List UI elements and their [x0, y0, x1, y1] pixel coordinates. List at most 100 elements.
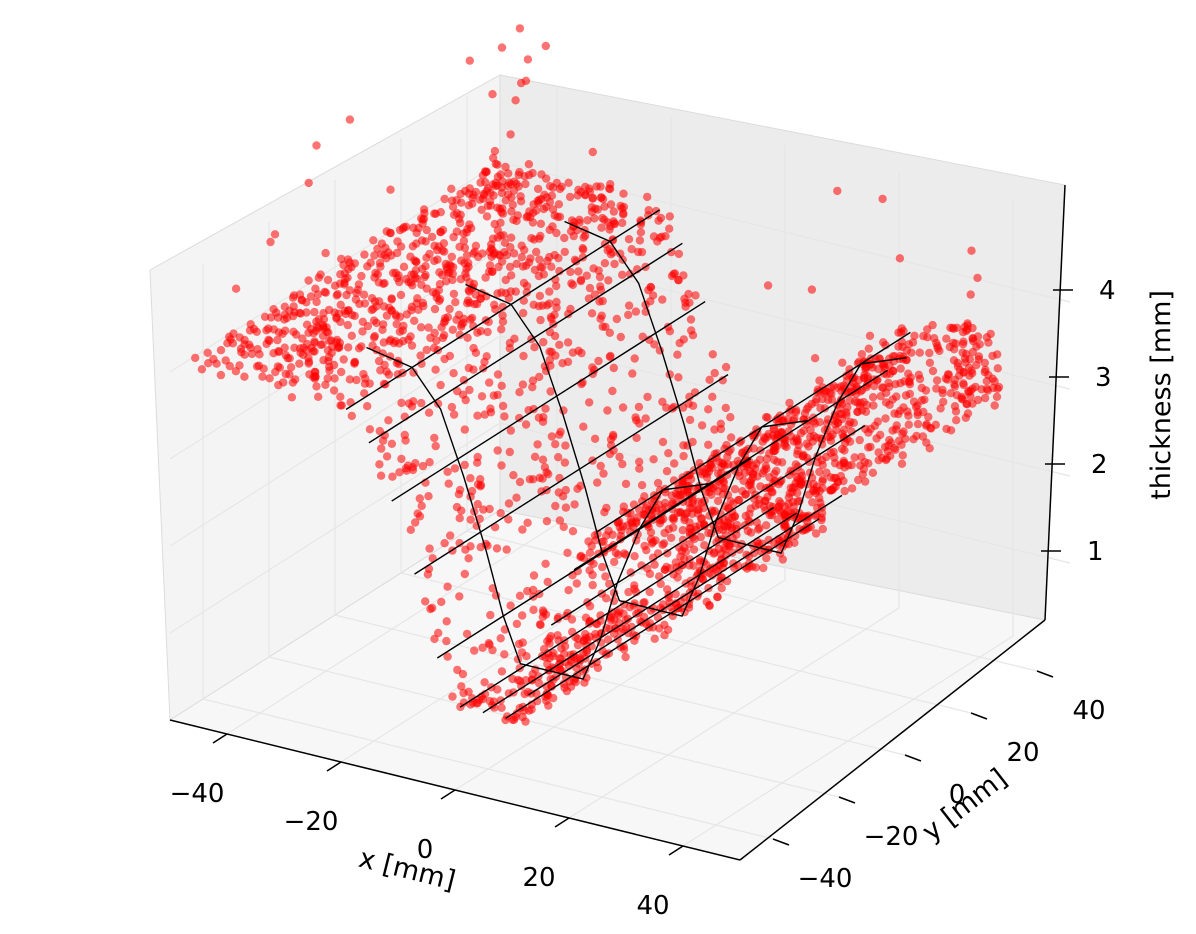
- scatter-point: [664, 449, 673, 458]
- scatter-point: [594, 266, 603, 275]
- scatter-point: [334, 343, 344, 352]
- scatter-point: [626, 568, 635, 577]
- wire-line-y: [436, 457, 752, 659]
- scatter-point: [704, 405, 713, 414]
- scatter-point: [959, 379, 968, 388]
- scatter-point: [773, 457, 782, 466]
- scatter-point: [327, 348, 336, 357]
- scatter-point: [869, 401, 878, 410]
- scatter-point: [988, 351, 997, 361]
- scatter-point: [446, 531, 455, 540]
- scatter-point: [769, 446, 779, 456]
- scatter-point: [594, 356, 603, 366]
- scatter-point: [443, 467, 452, 476]
- scatter-point: [546, 387, 555, 396]
- scatter-point: [469, 279, 479, 289]
- scatter-point: [421, 237, 430, 246]
- scatter-point: [818, 524, 827, 534]
- scatter-point: [430, 343, 439, 353]
- x-tick-label: 0: [417, 835, 434, 865]
- scatter-point: [580, 678, 589, 687]
- scatter-point: [459, 236, 469, 246]
- scatter-point: [493, 233, 502, 242]
- scatter-point: [950, 375, 960, 384]
- scatter-point: [295, 290, 305, 299]
- scatter-point: [630, 552, 639, 561]
- scatter-point: [675, 491, 684, 500]
- scatter-point: [530, 452, 540, 461]
- scatter-point: [906, 373, 915, 382]
- scatter-point: [899, 403, 908, 412]
- scatter-point: [584, 537, 593, 546]
- scatter-point: [968, 347, 977, 357]
- scatter-point: [447, 402, 457, 412]
- scatter-point: [603, 218, 612, 227]
- scatter-point: [608, 386, 617, 396]
- scatter-point: [369, 236, 378, 245]
- scatter-point: [473, 411, 482, 420]
- scatter-point: [316, 340, 326, 350]
- scatter-point: [500, 412, 509, 421]
- scatter-point: [479, 505, 488, 514]
- scatter-point: [486, 188, 495, 198]
- scatter-point: [434, 242, 443, 251]
- grid-line-x: [454, 145, 786, 791]
- scatter-point: [430, 256, 439, 266]
- scatter-point: [730, 485, 740, 494]
- scatter-point: [319, 315, 329, 324]
- scatter-point: [799, 450, 808, 459]
- scatter-point: [514, 170, 523, 180]
- scatter-point: [375, 258, 385, 268]
- scatter-point: [448, 325, 457, 334]
- scatter-point: [774, 502, 784, 511]
- scatter-point: [888, 352, 898, 361]
- scatter-point: [541, 610, 551, 619]
- scatter-point: [442, 277, 451, 286]
- scatter-point: [260, 312, 270, 321]
- scatter-point: [442, 617, 451, 626]
- scatter-point: [530, 343, 539, 352]
- scatter-point: [673, 350, 682, 359]
- scatter-point: [613, 518, 622, 527]
- scatter-point: [352, 375, 361, 385]
- scatter-point: [975, 340, 984, 349]
- scatter-point: [986, 329, 995, 339]
- scatter-point: [705, 460, 715, 469]
- scatter-point: [460, 425, 469, 434]
- scatter-point: [925, 358, 935, 367]
- scatter-point: [804, 402, 813, 412]
- scatter-point: [730, 511, 740, 521]
- scatter-point: [480, 678, 489, 687]
- scatter-point: [720, 444, 729, 453]
- scatter-point: [302, 346, 312, 355]
- scatter-point: [492, 544, 502, 553]
- scatter-point: [568, 527, 578, 536]
- scatter-point: [847, 484, 857, 493]
- scatter-point: [519, 296, 528, 305]
- scatter-point: [907, 348, 916, 357]
- scatter-point: [574, 346, 583, 355]
- scatter-point: [572, 257, 581, 266]
- scatter-point: [343, 273, 352, 282]
- scatter-point: [812, 433, 821, 442]
- scatter-point: [542, 174, 551, 183]
- scatter-point: [504, 515, 513, 524]
- scatter-point: [485, 378, 494, 387]
- scatter-point: [422, 253, 431, 262]
- scatter-point: [605, 352, 615, 362]
- grid-line-x: [568, 173, 900, 819]
- scatter-point: [358, 317, 367, 326]
- scatter-point: [464, 554, 473, 563]
- scatter-point: [602, 531, 611, 540]
- scatter-point: [473, 500, 482, 509]
- scatter-point: [392, 248, 402, 258]
- scatter-point: [667, 247, 676, 257]
- scatter-point: [663, 585, 672, 594]
- scatter-point: [490, 703, 499, 712]
- scatter-point: [671, 558, 681, 567]
- scatter-point: [812, 486, 821, 495]
- scatter-point: [266, 237, 275, 247]
- scatter-point: [913, 401, 922, 410]
- scatter-point: [424, 408, 434, 417]
- y-axis-label: y [mm]: [917, 763, 1013, 848]
